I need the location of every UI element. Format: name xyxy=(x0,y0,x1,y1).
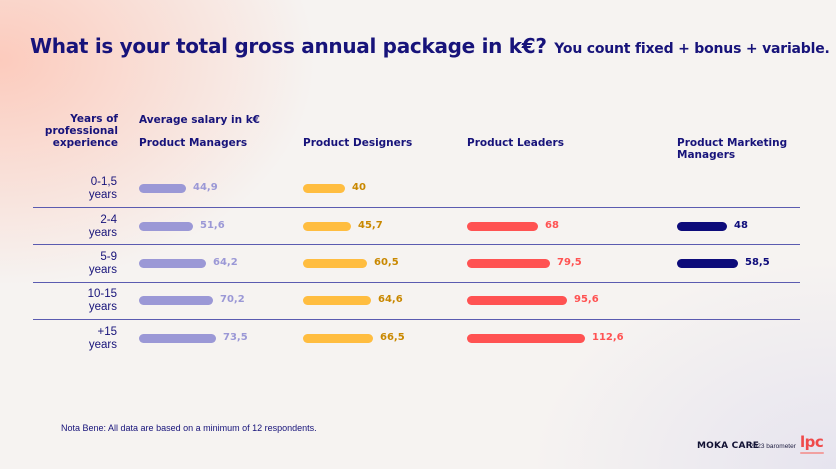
bar-product-managers-10-15-years xyxy=(139,295,213,305)
average-salary-header: Average salary in k€ xyxy=(139,114,260,126)
value-label-product-leaders-15-years: 112,6 xyxy=(592,332,624,343)
lpc-logo: lpc xyxy=(800,433,824,451)
barometer-label: 2023 barometer xyxy=(750,443,796,450)
column-header-product-marketing-managers: Product Marketing Managers xyxy=(677,137,788,161)
bar-product-leaders-15-years xyxy=(467,333,585,343)
bar-product-designers-5-9-years xyxy=(303,258,367,268)
row-label-2-4-years: 2-4 years xyxy=(88,214,117,239)
row-label-5-9-years: 5-9 years xyxy=(88,251,117,276)
row-divider xyxy=(33,282,800,283)
column-header-product-leaders: Product Leaders xyxy=(467,137,564,149)
row-label-10-15-years: 10-15 years xyxy=(87,288,117,313)
row-divider xyxy=(33,244,800,245)
value-label-product-designers-2-4-years: 45,7 xyxy=(358,220,383,231)
value-label-product-leaders-10-15-years: 95,6 xyxy=(574,294,599,305)
row-label-0-1-5-years: 0-1,5 years xyxy=(88,176,117,201)
bar-product-managers-15-years xyxy=(139,333,216,343)
value-label-product-designers-0-1-5-years: 40 xyxy=(352,182,366,193)
page-title: What is your total gross annual package … xyxy=(30,34,830,58)
bar-product-designers-10-15-years xyxy=(303,295,371,305)
bar-product-managers-0-1-5-years xyxy=(139,183,186,193)
bar-product-leaders-10-15-years xyxy=(467,295,567,305)
bar-product-marketing-managers-2-4-years xyxy=(677,221,727,231)
moka-care-logo: MOKA CARE xyxy=(697,441,760,451)
value-label-product-designers-15-years: 66,5 xyxy=(380,332,405,343)
row-label-15-years: +15 years xyxy=(88,326,117,351)
value-label-product-marketing-managers-5-9-years: 58,5 xyxy=(745,257,770,268)
value-label-product-designers-5-9-years: 60,5 xyxy=(374,257,399,268)
years-experience-header: Years of professional experience xyxy=(44,113,118,149)
value-label-product-managers-5-9-years: 64,2 xyxy=(213,257,238,268)
value-label-product-managers-0-1-5-years: 44,9 xyxy=(193,182,218,193)
bar-product-marketing-managers-5-9-years xyxy=(677,258,738,268)
column-header-product-designers: Product Designers xyxy=(303,137,413,149)
row-divider xyxy=(33,319,800,320)
value-label-product-designers-10-15-years: 64,6 xyxy=(378,294,403,305)
bar-product-leaders-5-9-years xyxy=(467,258,550,268)
title-subtitle: You count fixed + bonus + variable. xyxy=(554,41,830,57)
lpc-logo-underline xyxy=(800,452,824,454)
title-main: What is your total gross annual package … xyxy=(30,34,547,58)
value-label-product-managers-15-years: 73,5 xyxy=(223,332,248,343)
footnote: Nota Bene: All data are based on a minim… xyxy=(61,423,317,433)
bar-product-managers-5-9-years xyxy=(139,258,206,268)
bar-product-managers-2-4-years xyxy=(139,221,193,231)
value-label-product-marketing-managers-2-4-years: 48 xyxy=(734,220,748,231)
bar-product-designers-2-4-years xyxy=(303,221,351,231)
row-divider xyxy=(33,207,800,208)
value-label-product-leaders-5-9-years: 79,5 xyxy=(557,257,582,268)
bar-product-leaders-2-4-years xyxy=(467,221,538,231)
column-header-product-managers: Product Managers xyxy=(139,137,248,149)
bar-product-designers-0-1-5-years xyxy=(303,183,345,193)
value-label-product-managers-10-15-years: 70,2 xyxy=(220,294,245,305)
bar-product-designers-15-years xyxy=(303,333,373,343)
value-label-product-managers-2-4-years: 51,6 xyxy=(200,220,225,231)
value-label-product-leaders-2-4-years: 68 xyxy=(545,220,559,231)
